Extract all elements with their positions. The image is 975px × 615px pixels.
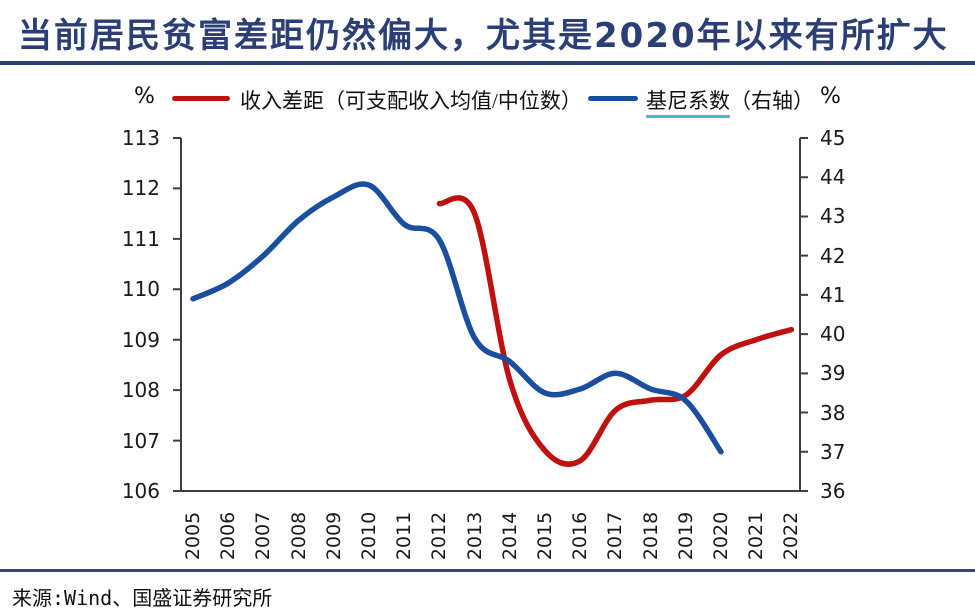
left-axis-tick-label: 109 bbox=[121, 327, 160, 352]
gini-legend-label: 基尼系数（右轴） bbox=[646, 85, 814, 118]
left-axis-tick-label: 113 bbox=[121, 126, 160, 150]
x-axis-tick-label: 2005 bbox=[182, 511, 204, 561]
x-axis-tick-label: 2007 bbox=[252, 511, 275, 561]
x-axis-tick-label: 2013 bbox=[463, 511, 486, 561]
right-axis-tick-label: 38 bbox=[820, 400, 846, 425]
x-axis-tick-label: 2006 bbox=[217, 511, 240, 561]
income-gap-line bbox=[436, 195, 795, 467]
left-axis-tick-label: 108 bbox=[121, 378, 160, 403]
right-axis-tick-label: 44 bbox=[820, 165, 846, 190]
right-axis-tick-label: 40 bbox=[820, 322, 846, 347]
x-axis-tick-label: 2015 bbox=[534, 511, 556, 561]
right-axis-tick-label: 39 bbox=[820, 361, 846, 386]
gini-legend-label-main: 基尼系数 bbox=[646, 89, 730, 118]
gini-legend-label-suffix: （右轴） bbox=[730, 89, 814, 113]
left-axis-tick-label: 106 bbox=[121, 479, 160, 503]
x-axis-tick-label: 2016 bbox=[569, 511, 592, 561]
right-axis-tick-label: 37 bbox=[820, 439, 846, 464]
axis-lines bbox=[173, 137, 808, 492]
right-axis-tick-label: 41 bbox=[820, 282, 846, 307]
x-axis-tick-label: 2021 bbox=[745, 511, 768, 561]
right-axis-tick-label: 45 bbox=[820, 126, 846, 150]
axes bbox=[173, 137, 808, 492]
x-axis-tick-label: 2012 bbox=[428, 511, 451, 561]
title-divider bbox=[0, 61, 975, 65]
left-axis-tick-label: 110 bbox=[121, 277, 160, 302]
left-axis-tick-label: 111 bbox=[121, 226, 160, 251]
right-axis-tick-label: 43 bbox=[820, 204, 846, 229]
gini-legend-swatch bbox=[588, 96, 638, 101]
income-gap-legend-label: 收入差距（可支配收入均值/中位数） bbox=[240, 89, 582, 113]
page-title: 当前居民贫富差距仍然偏大，尤其是2020年以来有所扩大 bbox=[18, 16, 949, 56]
right-axis-unit-label: % bbox=[820, 84, 841, 109]
right-axis-tick-label: 36 bbox=[820, 479, 846, 503]
x-axis-tick-label: 2008 bbox=[287, 511, 310, 561]
x-axis-tick-label: 2010 bbox=[358, 511, 380, 561]
left-axis-tick-label: 112 bbox=[121, 176, 160, 201]
x-axis-tick-label: 2020 bbox=[710, 511, 732, 561]
x-axis-tick-label: 2019 bbox=[674, 511, 697, 561]
series-lines bbox=[190, 181, 795, 467]
gini-line bbox=[190, 181, 724, 455]
left-axis-tick-label: 107 bbox=[121, 428, 160, 453]
left-axis-unit-label: % bbox=[134, 84, 155, 109]
x-axis-tick-label: 2017 bbox=[604, 511, 627, 561]
footer-divider bbox=[0, 569, 975, 572]
right-axis-tick-label: 42 bbox=[820, 243, 846, 268]
income-gap-legend-swatch bbox=[172, 96, 230, 101]
x-axis-tick-label: 2018 bbox=[639, 511, 662, 561]
x-axis-tick-label: 2009 bbox=[322, 511, 345, 561]
x-axis-tick-label: 2011 bbox=[393, 511, 416, 561]
x-axis-tick-label: 2022 bbox=[780, 511, 803, 561]
source-text: 来源:Wind、国盛证券研究所 bbox=[12, 586, 273, 610]
x-axis-tick-label: 2014 bbox=[498, 511, 521, 561]
